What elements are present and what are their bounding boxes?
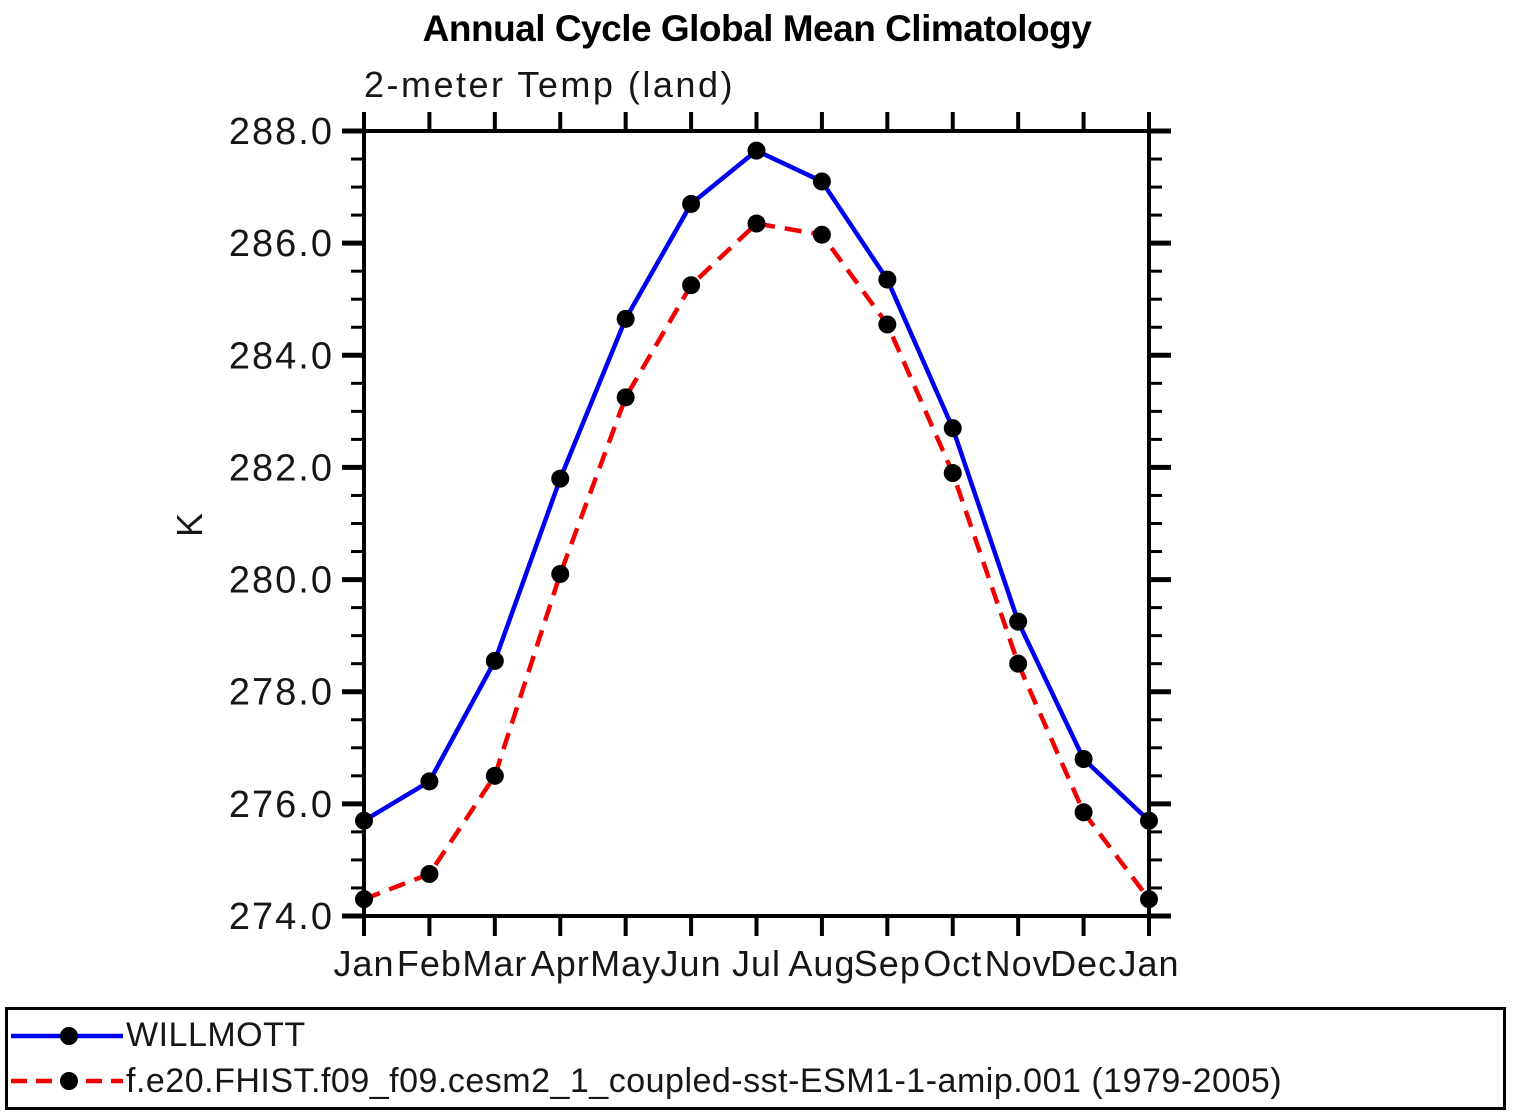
y-axis-label: K [169, 511, 210, 537]
x-tick-label: Dec [1050, 943, 1117, 984]
data-point-marker [682, 276, 701, 295]
data-point-marker [747, 141, 766, 160]
legend-sample-dashed-line-icon [11, 1072, 123, 1091]
x-tick-label: Feb [397, 943, 462, 984]
data-point-marker [485, 651, 504, 670]
data-point-marker [1009, 654, 1028, 673]
series-line-1 [363, 221, 1151, 902]
x-tick-label: Nov [985, 943, 1052, 984]
y-tick-label: 280.0 [229, 560, 334, 602]
legend-label-model-run: f.e20.FHIST.f09_f09.cesm2_1_coupled-sst-… [126, 1061, 1283, 1100]
data-point-marker [1074, 803, 1093, 822]
x-tick-label: Aug [788, 943, 855, 984]
data-point-marker [1009, 612, 1028, 631]
data-point-marker [943, 419, 962, 438]
x-tick-label: Jan [333, 943, 394, 984]
data-point-marker [355, 811, 373, 830]
data-point-marker [943, 464, 962, 483]
data-point-marker [1140, 811, 1158, 830]
y-tick-label: 278.0 [229, 672, 334, 714]
x-tick-label: Oct [923, 943, 982, 984]
y-tick-label: 288.0 [229, 111, 334, 153]
chart-title: Annual Cycle Global Mean Climatology [422, 8, 1092, 49]
data-point-marker [616, 388, 635, 407]
y-tick-label: 284.0 [229, 335, 334, 377]
data-point-marker [812, 172, 831, 191]
data-point-marker [878, 270, 897, 289]
data-point-marker [1074, 750, 1093, 768]
x-tick-label: Apr [531, 943, 590, 984]
x-tick-label: Jun [661, 943, 722, 984]
data-point-marker [812, 225, 831, 244]
data-point-marker [420, 772, 439, 791]
data-point-marker [747, 214, 766, 233]
data-point-marker [420, 864, 439, 883]
data-point-marker [616, 309, 635, 328]
data-point-marker [1140, 890, 1158, 909]
y-tick-label: 274.0 [229, 896, 334, 938]
y-tick-label: 276.0 [229, 784, 334, 826]
x-tick-label: Mar [462, 943, 527, 984]
data-point-marker [682, 194, 701, 213]
x-tick-label: Sep [854, 943, 921, 984]
chart-subtitle: 2-meter Temp (land) [364, 64, 735, 105]
series-line-0 [362, 148, 1151, 823]
y-tick-label: 286.0 [229, 223, 334, 265]
legend-marker-dot-icon [60, 1072, 78, 1091]
data-point-marker [551, 564, 570, 583]
legend-box: WILLMOTT f.e20.FHIST.f09_f09.cesm2_1_cou… [5, 1007, 1506, 1110]
legend-sample-solid-line-icon [11, 1026, 123, 1045]
data-point-marker [355, 890, 373, 909]
legend-item-willmott: WILLMOTT [8, 1016, 1503, 1055]
x-tick-label: Jul [732, 943, 781, 984]
x-tick-label: May [590, 943, 661, 984]
legend-item-model-run: f.e20.FHIST.f09_f09.cesm2_1_coupled-sst-… [8, 1062, 1503, 1101]
y-tick-label: 282.0 [229, 447, 334, 489]
legend-marker-dot-icon [60, 1026, 78, 1045]
legend-label-willmott: WILLMOTT [126, 1016, 306, 1055]
x-tick-label: Jan [1118, 943, 1179, 984]
data-point-marker [551, 469, 570, 488]
data-point-marker [878, 315, 897, 334]
data-point-marker [485, 766, 504, 785]
